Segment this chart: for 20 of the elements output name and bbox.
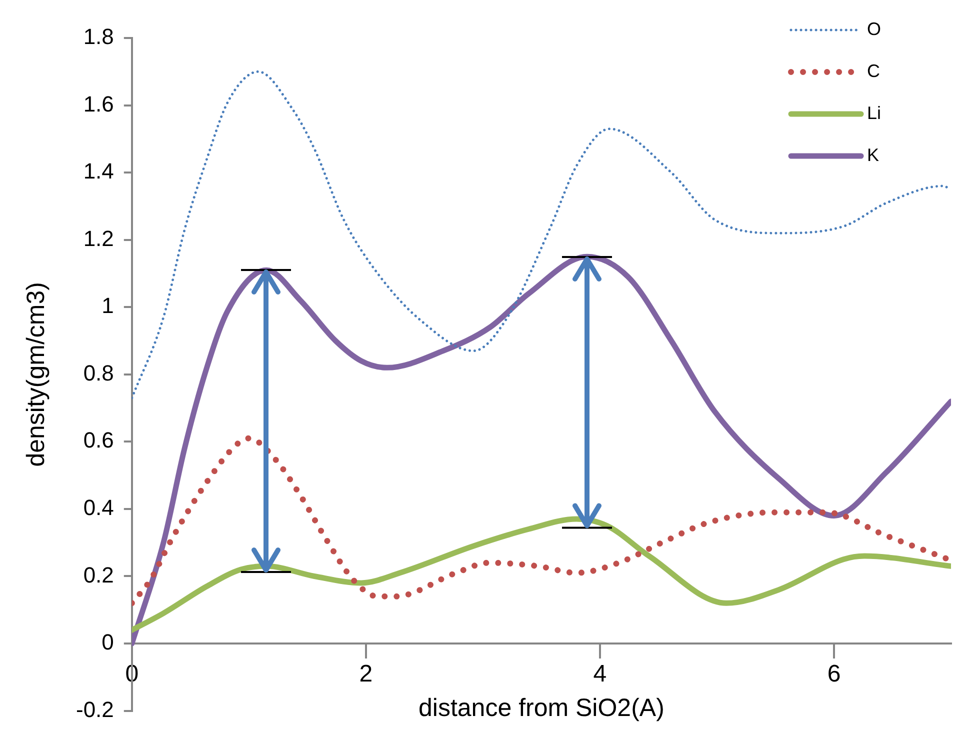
y-tick-label: 1	[102, 293, 114, 318]
y-tick-label: 0.4	[83, 495, 114, 520]
legend-label: C	[867, 60, 880, 81]
y-tick-label: -0.2	[76, 696, 114, 722]
y-tick-label: 1.4	[83, 158, 114, 184]
y-tick-label: 0.6	[83, 428, 114, 453]
y-tick-label: 0.2	[83, 562, 114, 588]
legend-label: O	[867, 18, 882, 39]
x-tick-label: 2	[359, 660, 373, 688]
y-axis-title: density(gm/cm3)	[22, 282, 50, 467]
y-tick-label: 1.6	[83, 91, 114, 116]
y-tick-label: 0	[102, 630, 114, 655]
x-tick-label: 4	[593, 660, 607, 688]
x-axis-title: distance from SiO2(A)	[418, 694, 664, 722]
y-tick-label: 1.2	[83, 226, 114, 251]
legend-label: Li	[867, 102, 882, 123]
legend-label: K	[867, 144, 880, 165]
y-tick-label: 1.8	[83, 24, 114, 50]
y-tick-label: 0.8	[83, 360, 114, 386]
x-tick-label: 6	[827, 660, 841, 688]
